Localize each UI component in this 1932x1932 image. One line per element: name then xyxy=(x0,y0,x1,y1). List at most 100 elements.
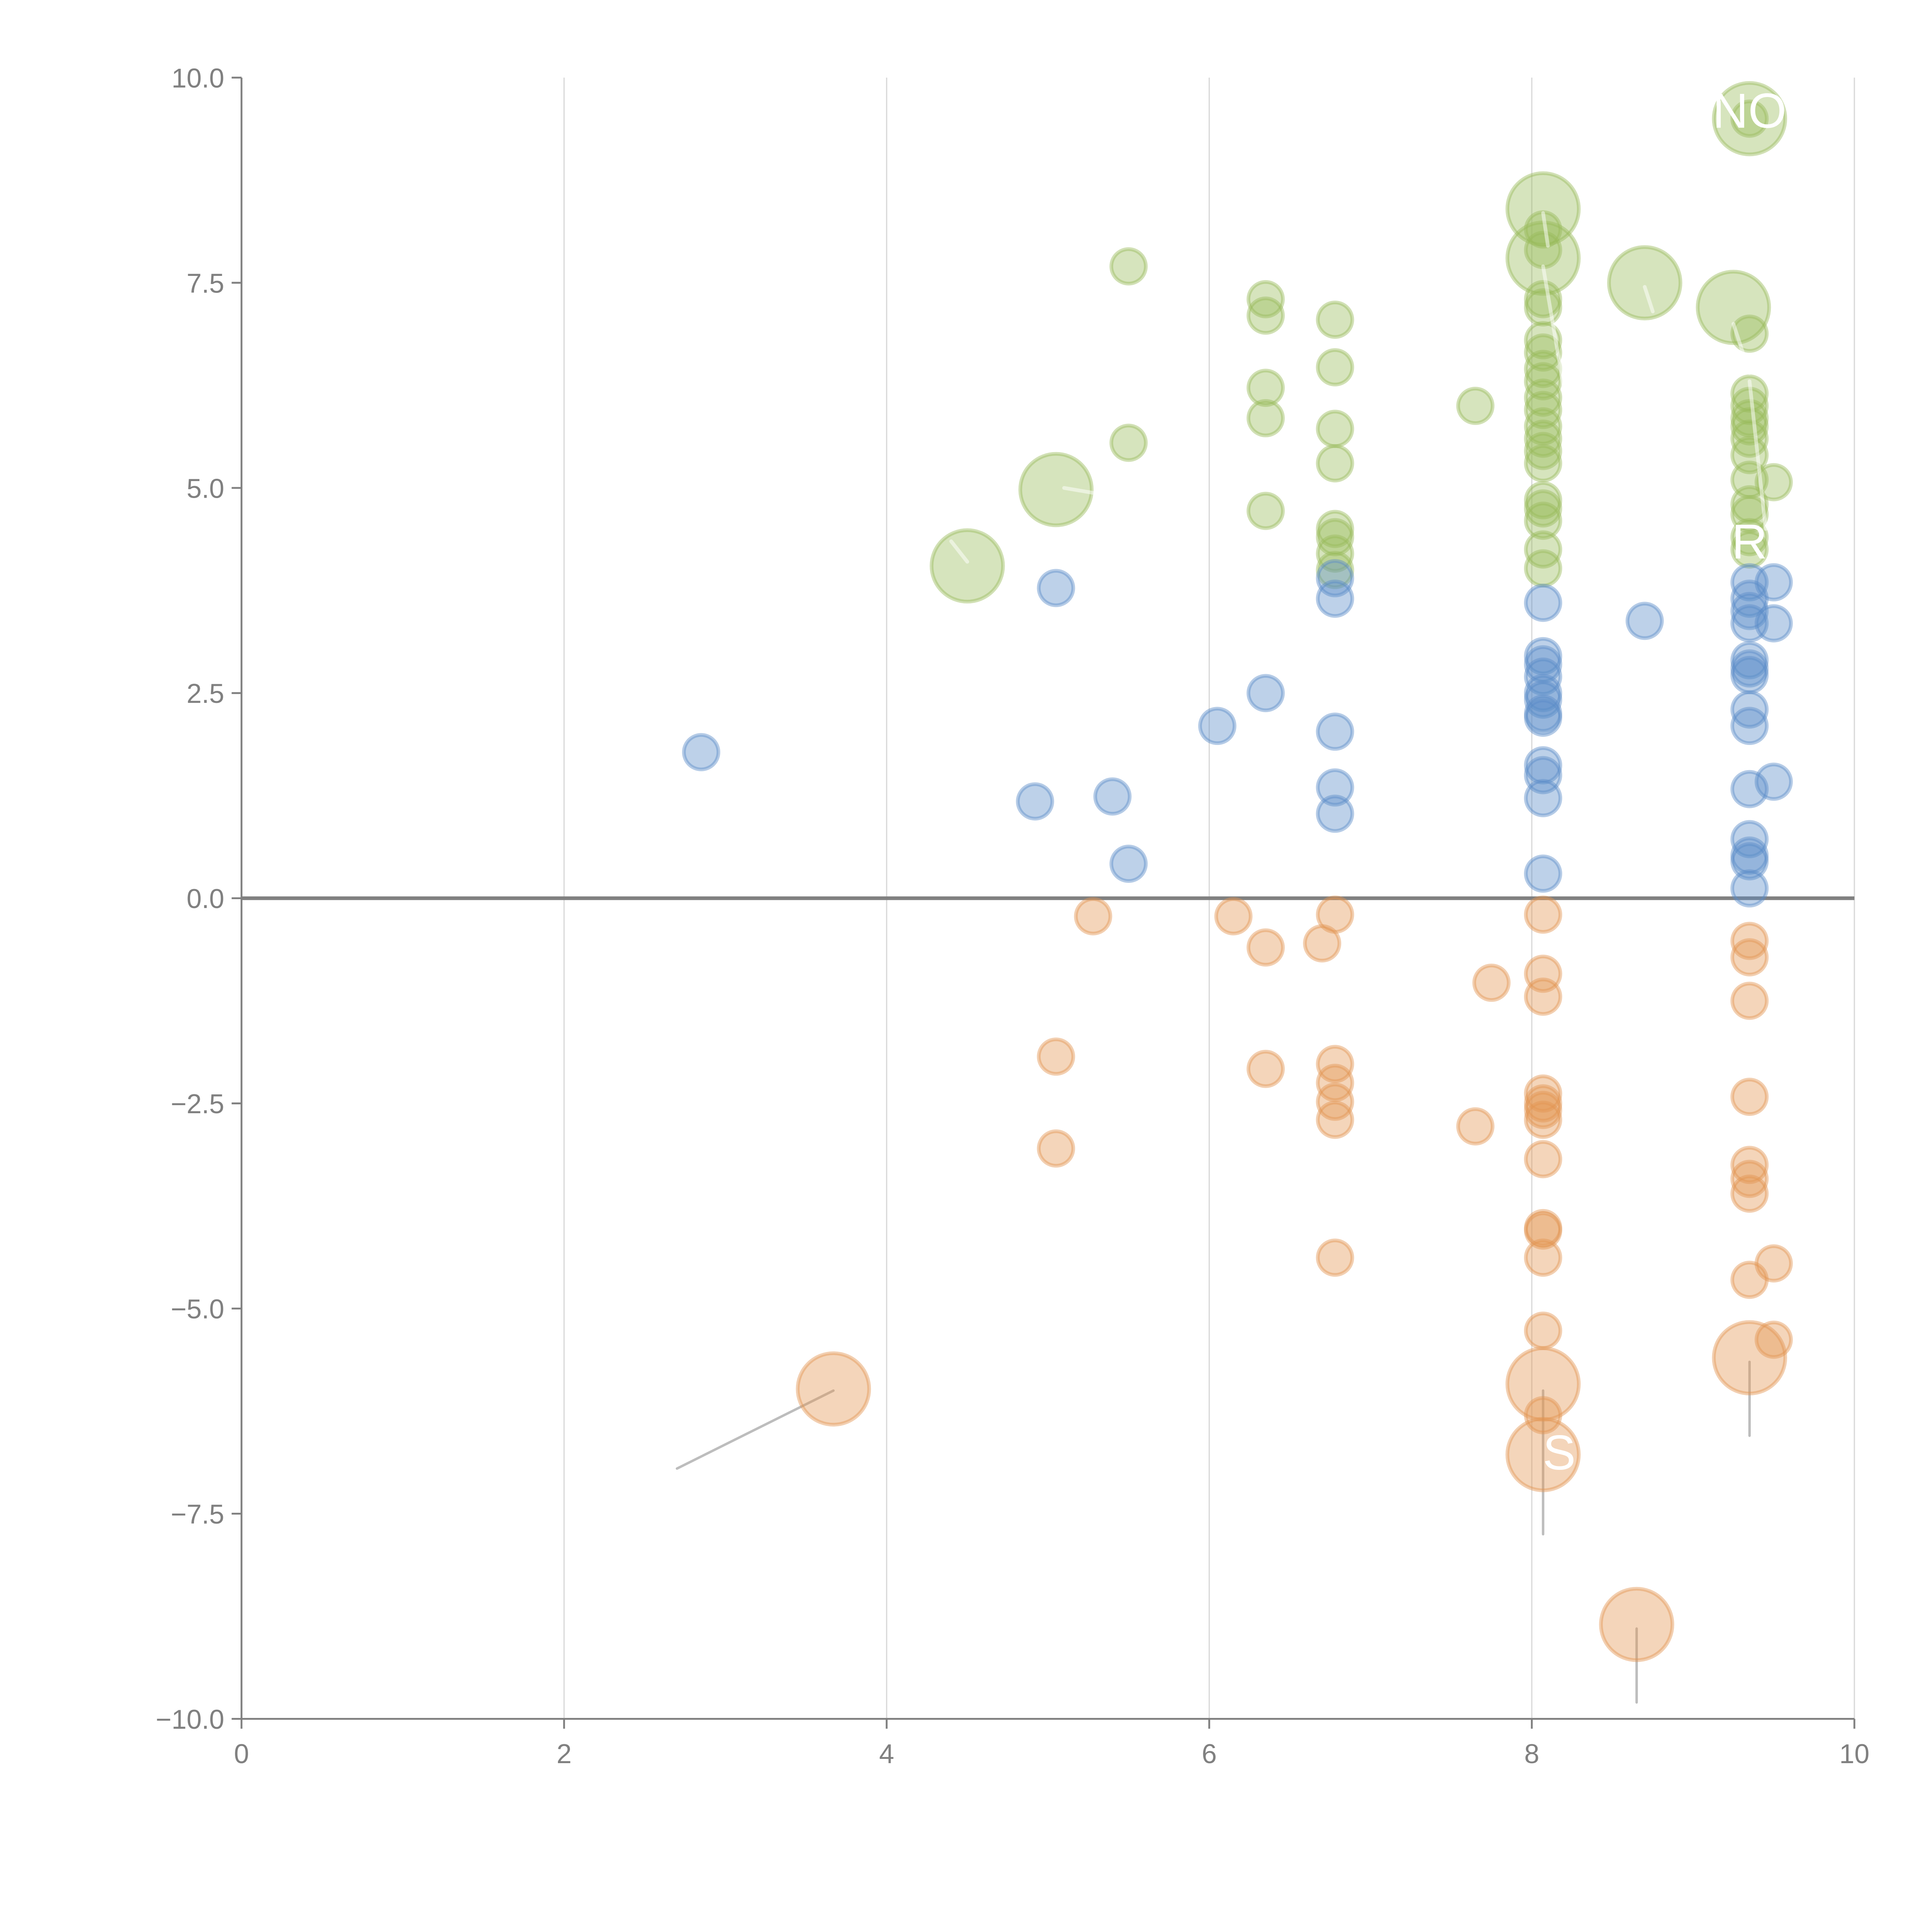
bubble-blue xyxy=(1730,563,1769,602)
bubble-green xyxy=(1730,485,1769,524)
bubble-orange xyxy=(1524,1084,1562,1122)
bubble-orange xyxy=(1524,1100,1562,1139)
bubble-blue xyxy=(1730,836,1769,875)
bubble-highlight-line xyxy=(1541,211,1550,248)
bubble-orange xyxy=(1524,1211,1562,1250)
bubble-green xyxy=(1730,530,1769,569)
bubble-blue xyxy=(1730,820,1769,859)
bubble-green xyxy=(1524,362,1562,401)
bubble-blue xyxy=(1730,869,1769,908)
bubble-green xyxy=(1247,280,1285,318)
bubble-layer xyxy=(682,81,1793,1662)
bubble-blue xyxy=(682,733,721,772)
bubble-green xyxy=(1524,432,1562,470)
grid-layer xyxy=(242,77,1855,1719)
bubble-green xyxy=(1316,518,1354,556)
tick-layer: 0 2 4 6 8 10 10.0 7.5 5.0 2.5 0.0 −2.5 −5.0 −7.5 −10.0 xyxy=(156,63,1869,1769)
bubble-orange xyxy=(1730,981,1769,1020)
bubble-blue xyxy=(1524,583,1562,622)
y-tick-label: 0.0 xyxy=(187,883,224,914)
bubble-orange xyxy=(1730,1174,1769,1213)
bubble-orange xyxy=(1524,978,1562,1016)
bubble-blue xyxy=(1730,842,1769,881)
bubble-blue xyxy=(1109,844,1148,883)
bubble-blue xyxy=(1524,680,1562,719)
bubble-orange xyxy=(1730,1078,1769,1116)
bubble-green xyxy=(1754,463,1793,502)
bubble-orange xyxy=(1599,1587,1674,1662)
x-tick-label: 6 xyxy=(1202,1738,1217,1769)
bubble-green xyxy=(1505,171,1581,247)
y-tick-label: 7.5 xyxy=(187,268,224,298)
bubble-green xyxy=(1247,492,1285,530)
bubble-orange xyxy=(1730,1260,1769,1299)
bubble-blue xyxy=(1730,707,1769,745)
bubble-green xyxy=(1524,333,1562,372)
bubble-highlight-line xyxy=(949,539,969,564)
bubble-green xyxy=(1524,444,1562,483)
bubble-green xyxy=(1316,551,1354,589)
bubble-orange xyxy=(1524,1209,1562,1247)
bubble-blue xyxy=(1730,649,1769,688)
bubble-orange xyxy=(1316,1100,1354,1139)
bubble-green xyxy=(1730,518,1769,556)
y-tick-label: 10.0 xyxy=(172,63,224,93)
bubble-orange xyxy=(1303,924,1342,963)
bubble-orange xyxy=(1730,1146,1769,1184)
y-tick-label: −5.0 xyxy=(171,1294,224,1324)
bubble-green xyxy=(1524,231,1562,269)
bubble-blue xyxy=(1524,674,1562,713)
bubble-orange xyxy=(1456,1107,1495,1146)
y-tick-label: −10.0 xyxy=(156,1704,224,1735)
bubble-green xyxy=(1247,296,1285,335)
bubble-blue xyxy=(1730,656,1769,694)
bubble-blue xyxy=(1316,794,1354,833)
bubble-green xyxy=(1316,510,1354,548)
bubble-blue xyxy=(1037,569,1075,607)
bubble-blue xyxy=(1524,698,1562,737)
bubble-green xyxy=(1730,399,1769,437)
bubble-blue xyxy=(1754,604,1793,643)
bubble-orange xyxy=(1524,1311,1562,1350)
leader-line xyxy=(675,1389,835,1470)
bubble-orange xyxy=(1316,1238,1354,1277)
bubble-green xyxy=(1696,270,1771,345)
bubble-orange xyxy=(1316,1064,1354,1102)
bubble-green xyxy=(1109,247,1148,286)
bubble-orange xyxy=(1754,1244,1793,1283)
bubble-green xyxy=(1524,502,1562,540)
bubble-orange xyxy=(1505,1417,1581,1492)
bubble-blue xyxy=(1316,559,1354,597)
bubble-green xyxy=(1524,378,1562,417)
bubble-blue xyxy=(1316,768,1354,807)
bubble-blue xyxy=(1730,592,1769,630)
bubble-green xyxy=(1524,288,1562,327)
bubble-orange xyxy=(1730,1160,1769,1198)
bubble-orange xyxy=(1316,1082,1354,1121)
bubble-green xyxy=(1524,419,1562,458)
bubble-green xyxy=(1018,452,1094,527)
bubble-blue xyxy=(1016,782,1054,821)
bubble-orange xyxy=(1730,938,1769,976)
bubble-blue xyxy=(1093,777,1132,816)
bubble-blue xyxy=(1730,690,1769,729)
bubble-green xyxy=(1730,99,1769,138)
bubble-highlight-line xyxy=(1748,379,1768,531)
annotation-label: R xyxy=(1732,514,1767,569)
bubble-blue xyxy=(1524,637,1562,675)
bubble-green xyxy=(1524,481,1562,520)
bubble-highlight-line xyxy=(1062,486,1114,498)
bubble-green xyxy=(1524,549,1562,588)
bubble-blue xyxy=(1754,762,1793,801)
bubble-orange xyxy=(1524,1396,1562,1434)
bubble-blue xyxy=(1524,746,1562,784)
bubble-green xyxy=(1730,495,1769,534)
bubble-green xyxy=(1524,530,1562,569)
bubble-green xyxy=(1456,386,1495,425)
bubble-blue xyxy=(1316,580,1354,618)
bubble-green xyxy=(1316,534,1354,573)
leader-lines xyxy=(675,1361,1751,1704)
bubble-orange xyxy=(1074,897,1112,935)
bubble-orange xyxy=(1037,1037,1075,1076)
bubble-orange xyxy=(1524,1074,1562,1113)
